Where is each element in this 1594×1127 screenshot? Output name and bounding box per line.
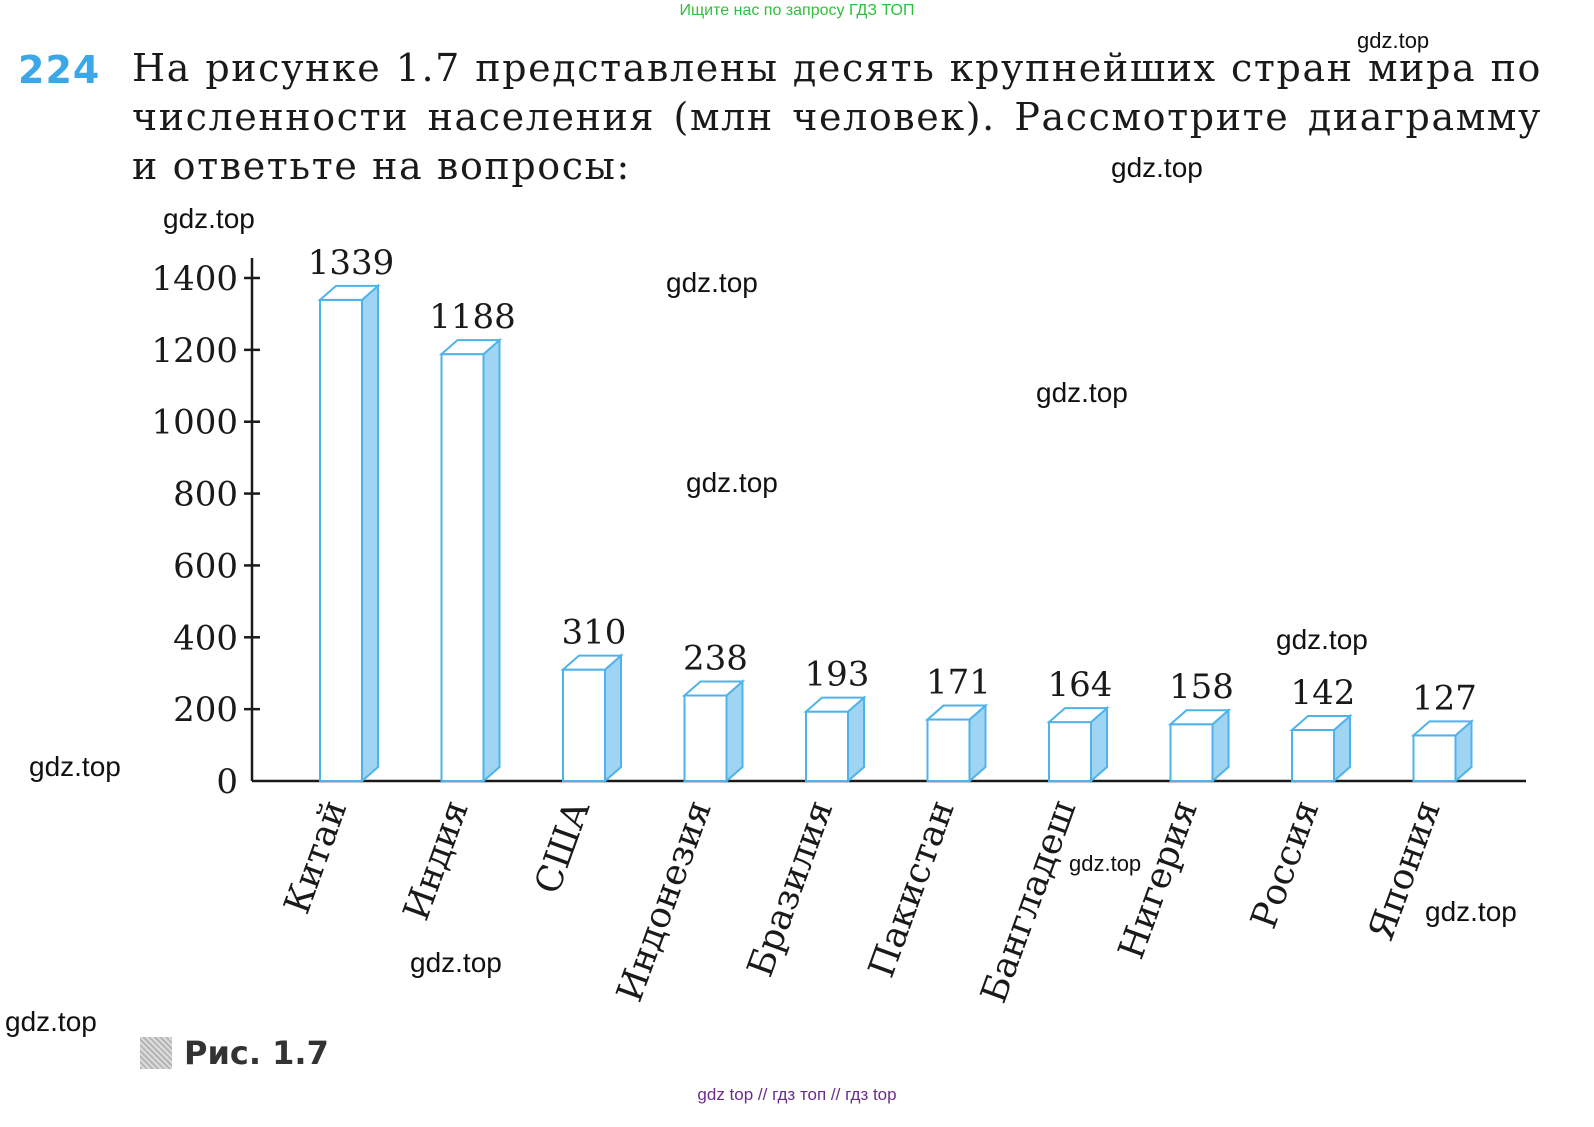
y-tick-label: 1400 xyxy=(151,259,238,299)
x-category-label: Бразилия xyxy=(740,795,842,982)
footer-note: gdz top // гдз топ // гдз top xyxy=(697,1085,897,1104)
figure-caption: Рис. 1.7 xyxy=(140,1034,329,1072)
y-tick-label: 600 xyxy=(173,546,238,586)
watermark: gdz.top xyxy=(1036,377,1128,408)
bar-front xyxy=(562,668,606,782)
x-category-label: Бангладеш xyxy=(973,795,1084,1008)
watermark: gdz.top xyxy=(163,203,255,234)
bar-value-label: 193 xyxy=(805,655,870,695)
bar-value-label: 1339 xyxy=(308,243,395,283)
y-tick-label: 1000 xyxy=(151,403,238,443)
watermark: gdz.top xyxy=(666,267,758,298)
bar-front xyxy=(1169,723,1214,782)
watermark: gdz.top xyxy=(1111,152,1203,183)
x-category-label: Россия xyxy=(1243,795,1327,934)
caption-marker-icon xyxy=(140,1037,172,1069)
bar-value-label: 171 xyxy=(926,663,991,703)
x-category-label: США xyxy=(527,795,598,899)
header-search-note: Ищите нас по запросу ГДЗ ТОП xyxy=(679,2,915,19)
bar-top xyxy=(681,680,746,697)
bar-front xyxy=(1048,721,1092,783)
y-tick-label: 200 xyxy=(173,690,238,730)
x-category-label: Индия xyxy=(396,795,477,926)
bar-top xyxy=(1046,707,1110,724)
bar-top xyxy=(560,654,624,671)
y-tick-label: 1200 xyxy=(151,331,238,371)
bar-side xyxy=(361,283,379,784)
bar-top xyxy=(1410,720,1475,737)
bar-front xyxy=(319,298,363,782)
watermark: gdz.top xyxy=(1069,851,1142,876)
y-tick-label: 800 xyxy=(173,475,238,515)
bar-top xyxy=(317,284,381,301)
bar-side xyxy=(725,679,744,784)
bar-side xyxy=(482,337,501,784)
bar-value-label: 127 xyxy=(1412,678,1477,718)
bar-value-label: 1188 xyxy=(429,297,516,337)
watermark: gdz.top xyxy=(1276,624,1368,655)
bar-front xyxy=(440,353,485,782)
bar-top xyxy=(1289,714,1353,731)
task-text: На рисунке 1.7 представлены десять крупн… xyxy=(132,46,1542,188)
task-number: 224 xyxy=(18,48,101,92)
chart-bars xyxy=(317,283,1475,784)
y-tick-label: 400 xyxy=(173,618,238,658)
bar-front xyxy=(1412,734,1457,783)
bar-top xyxy=(1167,709,1232,726)
watermark: gdz.top xyxy=(5,1006,97,1037)
bar-side xyxy=(604,653,622,784)
watermark: gdz.top xyxy=(410,947,502,978)
watermark: gdz.top xyxy=(1425,896,1517,927)
figure-caption-text: Рис. 1.7 xyxy=(184,1034,329,1072)
y-tick-label: 0 xyxy=(216,762,238,802)
bar-value-label: 164 xyxy=(1048,665,1113,705)
x-category-label: Нигерия xyxy=(1111,795,1206,964)
bar-front xyxy=(926,718,971,782)
watermark: gdz.top xyxy=(29,751,121,782)
x-category-label: Пакистан xyxy=(861,795,963,983)
bar-front xyxy=(1291,728,1335,783)
bar-top xyxy=(438,339,503,356)
bar-front xyxy=(805,710,849,782)
bar-top xyxy=(924,704,989,721)
bar-top xyxy=(803,696,867,713)
bar-value-label: 158 xyxy=(1169,667,1234,707)
watermark: gdz.top xyxy=(686,467,778,498)
bar-value-label: 238 xyxy=(683,638,748,678)
bar-value-label: 142 xyxy=(1291,673,1356,713)
bar-front xyxy=(683,694,728,782)
x-category-label: Китай xyxy=(277,795,356,919)
bar-value-label: 310 xyxy=(562,613,627,653)
x-category-label: Индонезия xyxy=(609,795,720,1007)
watermark: gdz.top xyxy=(1357,28,1430,53)
